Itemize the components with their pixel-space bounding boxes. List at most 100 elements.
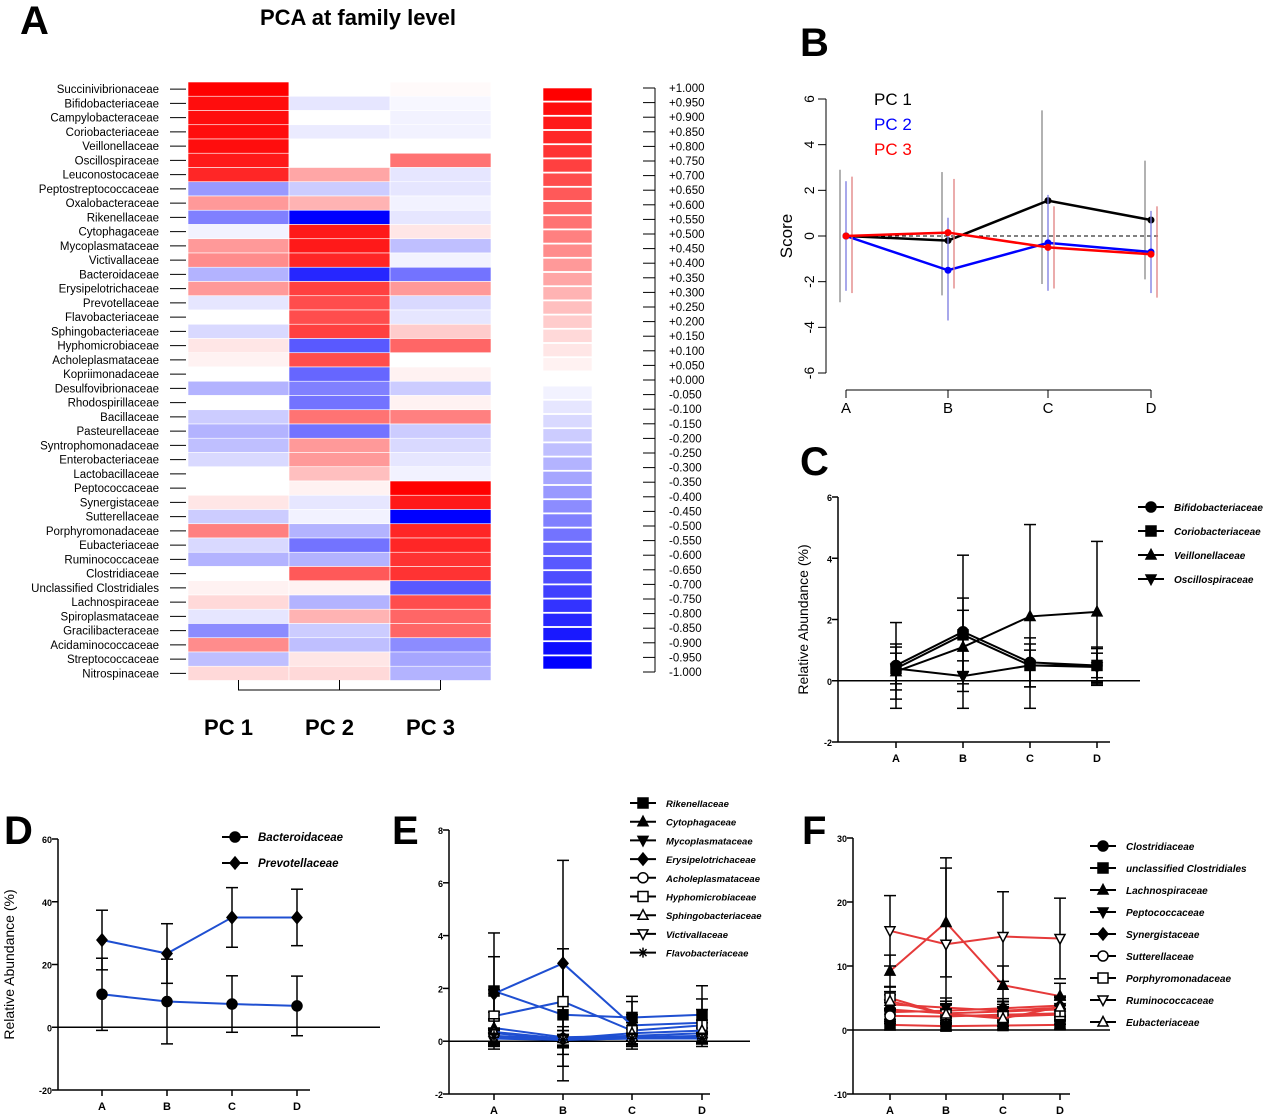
- data-point: [637, 890, 649, 903]
- heatmap-cell: [187, 480, 290, 496]
- y-tick-label: 4: [438, 932, 443, 942]
- colorbar-tick-label: -0.500: [669, 521, 702, 533]
- colorbar-tick-label: -0.900: [669, 638, 702, 650]
- heatmap-cell: [389, 395, 492, 411]
- data-point: [1090, 662, 1104, 675]
- heatmap-row-label: Enterobacteriaceae: [59, 455, 159, 467]
- heatmap-cell: [187, 380, 290, 396]
- colorbar-tick-label: -0.350: [669, 477, 702, 489]
- heatmap-cell: [187, 523, 290, 539]
- heatmap-cell: [389, 551, 492, 567]
- y-axis-label: Score: [777, 214, 796, 258]
- colorbar-tick-label: +0.300: [669, 287, 705, 299]
- colorbar-swatch: [542, 442, 593, 457]
- heatmap-row-label: Acidaminococcaceae: [50, 640, 159, 652]
- heatmap-row-label: Ruminococcaceae: [64, 554, 159, 566]
- data-point: [636, 814, 650, 827]
- colorbar-swatch: [542, 130, 593, 144]
- heatmap-cell: [187, 637, 290, 653]
- heatmap-cell: [187, 252, 290, 268]
- heatmap-row-label: Veillonellaceae: [82, 141, 159, 153]
- data-point: [996, 978, 1010, 990]
- heatmap-cell: [288, 409, 391, 425]
- colorbar-swatch: [542, 371, 593, 386]
- colorbar-swatch: [542, 456, 593, 471]
- abundance-chart-d: 60 40 20 0 -20 A B C D Relative Abundance (%) Bact…: [1, 831, 380, 1113]
- heatmap-cell: [187, 409, 290, 425]
- colorbar-tick-label: +0.600: [669, 200, 705, 212]
- panel-label-b: B: [800, 21, 829, 65]
- legend-label: PC 2: [874, 115, 912, 134]
- colorbar-tick-label: +0.200: [669, 317, 705, 329]
- heatmap-cell: [187, 623, 290, 639]
- legend-label: Veillonellaceae: [1174, 551, 1246, 562]
- heatmap-cell: [187, 338, 290, 354]
- panel-label-c: C: [800, 440, 829, 484]
- heatmap-cell: [187, 466, 290, 482]
- data-point: [944, 266, 952, 274]
- heatmap-col-label: PC 2: [305, 715, 354, 740]
- heatmap-cell: [187, 81, 290, 97]
- y-tick-label: 0: [47, 1023, 52, 1033]
- heatmap-cell: [288, 665, 391, 681]
- heatmap-row-label: Pasteurellaceae: [77, 426, 159, 438]
- heatmap-cell: [389, 494, 492, 510]
- data-point: [627, 1033, 637, 1044]
- heatmap-row-label: Desulfovibrionaceae: [55, 383, 159, 395]
- heatmap-cell: [187, 608, 290, 624]
- legend-label: Synergistaceae: [1126, 930, 1200, 941]
- y-tick-label: 0: [842, 1026, 847, 1036]
- heatmap-cell: [288, 452, 391, 468]
- y-tick-label: -10: [834, 1090, 847, 1100]
- heatmap-cell: [389, 238, 492, 254]
- legend-label: Prevotellaceae: [258, 858, 339, 870]
- colorbar-tick-label: -0.050: [669, 390, 702, 402]
- heatmap-row-label: Cytophagaceae: [78, 227, 159, 239]
- heatmap-cell: [389, 266, 492, 282]
- heatmap-row-label: Rikenellaceae: [87, 212, 159, 224]
- heatmap-cell: [187, 138, 290, 154]
- heatmap-cell: [187, 437, 290, 453]
- heatmap-cell: [288, 181, 391, 197]
- panel-label-d: D: [4, 809, 33, 853]
- series-line: [101, 993, 298, 1007]
- colorbar-swatch: [542, 172, 593, 187]
- heatmap-cell: [288, 509, 391, 525]
- heatmap-col-label: PC 3: [406, 715, 455, 740]
- colorbar-swatch: [542, 598, 593, 613]
- heatmap-cell: [389, 138, 492, 154]
- heatmap-cell: [389, 366, 492, 382]
- heatmap-cell: [389, 252, 492, 268]
- x-tick-label: B: [163, 1101, 171, 1113]
- x-tick-label: D: [1146, 400, 1157, 417]
- colorbar-tick-label: -0.150: [669, 419, 702, 431]
- heatmap-cell: [288, 466, 391, 482]
- data-point: [96, 932, 108, 948]
- y-tick-label: 4: [801, 141, 817, 149]
- data-point: [944, 229, 952, 237]
- heatmap-panel: PCA at family level Succinivibrionaceae B…: [31, 5, 704, 740]
- data-point: [956, 639, 970, 652]
- data-point: [956, 671, 970, 684]
- data-point: [637, 872, 649, 884]
- legend-label: Acholeplasmataceae: [665, 874, 761, 885]
- legend-label: Ruminococcaceae: [1126, 996, 1214, 1007]
- colorbar-tick-label: +0.700: [669, 171, 705, 183]
- colorbar-swatch: [542, 641, 593, 656]
- heatmap-cell: [187, 580, 290, 596]
- heatmap-row-label: Peptococcaceae: [74, 483, 159, 495]
- heatmap-col-label: PC 1: [204, 715, 253, 740]
- data-point: [638, 947, 648, 958]
- data-point: [996, 1011, 1010, 1024]
- data-point: [1097, 972, 1109, 984]
- heatmap-cell: [389, 124, 492, 140]
- colorbar-tick-label: -0.100: [669, 404, 702, 416]
- data-point: [939, 1006, 953, 1019]
- heatmap-row-label: Unclassified Clostridiales: [31, 583, 159, 595]
- heatmap-cell: [288, 167, 391, 183]
- colorbar-tick-label: -0.600: [669, 550, 702, 562]
- heatmap-cell: [187, 110, 290, 126]
- heatmap-cell: [288, 623, 391, 639]
- heatmap-cell: [187, 124, 290, 140]
- data-point: [161, 995, 173, 1008]
